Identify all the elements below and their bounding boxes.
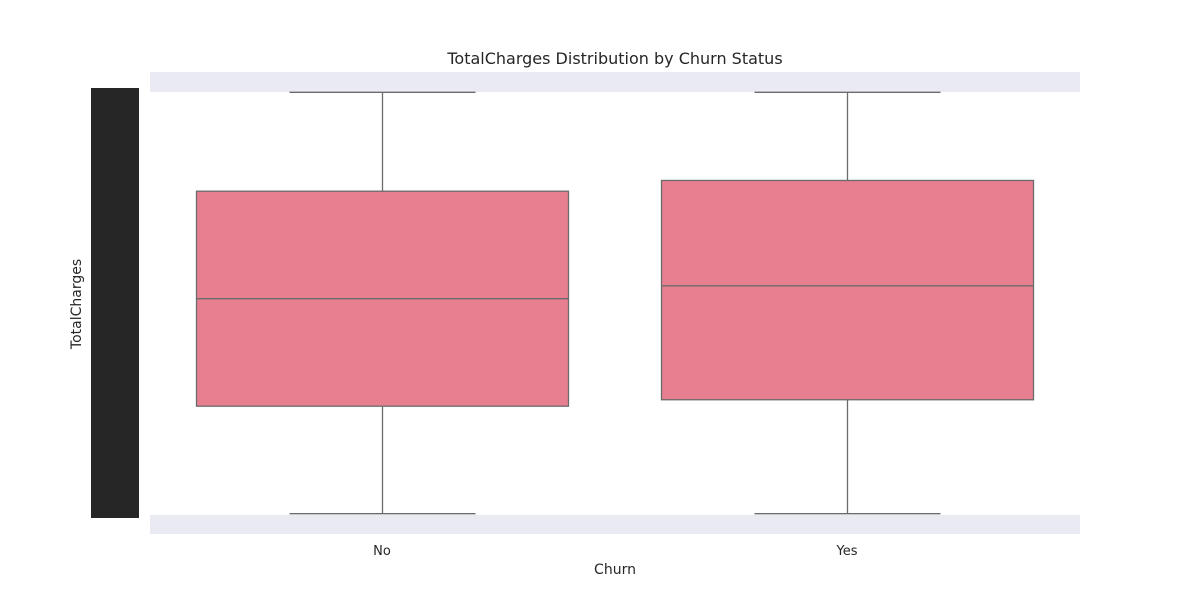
y-axis-label: TotalCharges <box>69 259 85 350</box>
x-tick-label-yes: Yes <box>836 544 858 559</box>
chart-title: TotalCharges Distribution by Churn Statu… <box>446 49 782 68</box>
y-tick-labels-block <box>91 88 139 518</box>
boxes-group <box>195 91 1035 515</box>
x-axis-label: Churn <box>594 562 636 578</box>
box-yes <box>660 179 1035 401</box>
x-tick-label-no: No <box>373 544 391 559</box>
